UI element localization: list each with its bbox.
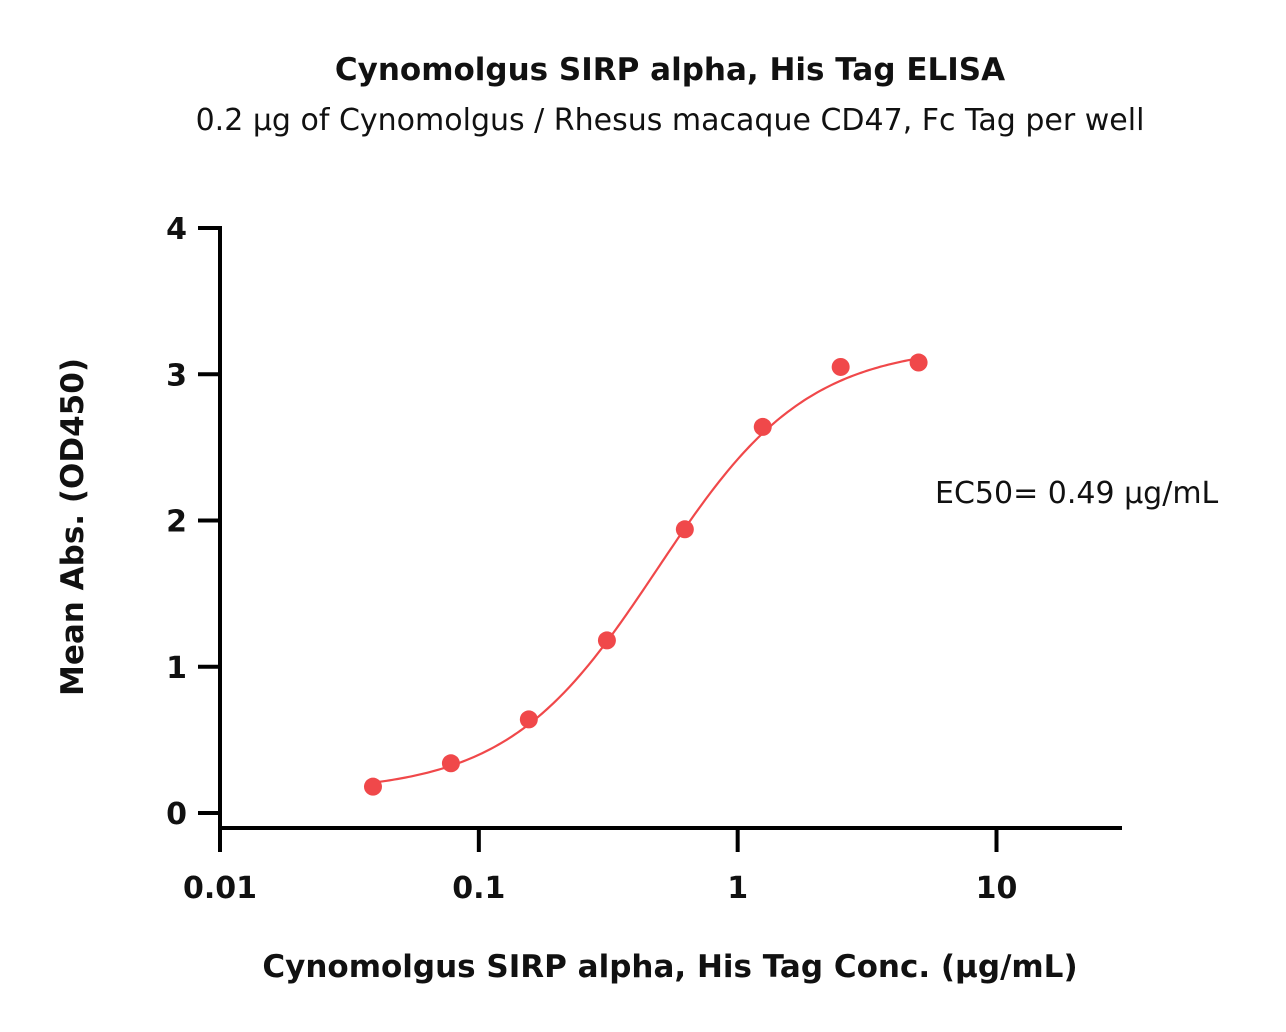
y-tick-label: 4 [166, 212, 187, 247]
data-point [519, 710, 538, 729]
fit-curve-layer [372, 357, 919, 784]
y-tick-label: 3 [166, 358, 187, 393]
data-point [909, 353, 928, 372]
data-point [831, 357, 850, 376]
chart-subtitle: 0.2 µg of Cynomolgus / Rhesus macaque CD… [196, 103, 1145, 138]
chart-title: Cynomolgus SIRP alpha, His Tag ELISA [335, 52, 1005, 88]
y-tick-label: 2 [166, 505, 187, 540]
data-point [597, 631, 616, 650]
axes: 0 1 2 3 4 0.01 0.1 1 10 [166, 212, 1122, 906]
x-axis-title: Cynomolgus SIRP alpha, His Tag Conc. (µg… [262, 949, 1077, 985]
y-axis-title: Mean Abs. (OD450) [55, 358, 91, 696]
y-tick-label: 1 [166, 651, 187, 686]
data-point [753, 417, 772, 436]
x-tick-label: 0.01 [183, 871, 257, 906]
ec50-annotation: EC50= 0.49 µg/mL [935, 476, 1219, 511]
data-points-layer [363, 353, 928, 796]
x-tick-label: 10 [976, 871, 1018, 906]
data-point [363, 777, 382, 796]
fit-curve [372, 357, 919, 784]
x-tick-label: 1 [727, 871, 748, 906]
data-point [441, 754, 460, 773]
data-point [675, 520, 694, 539]
y-tick-label: 0 [166, 797, 187, 832]
x-tick-label: 0.1 [452, 871, 505, 906]
